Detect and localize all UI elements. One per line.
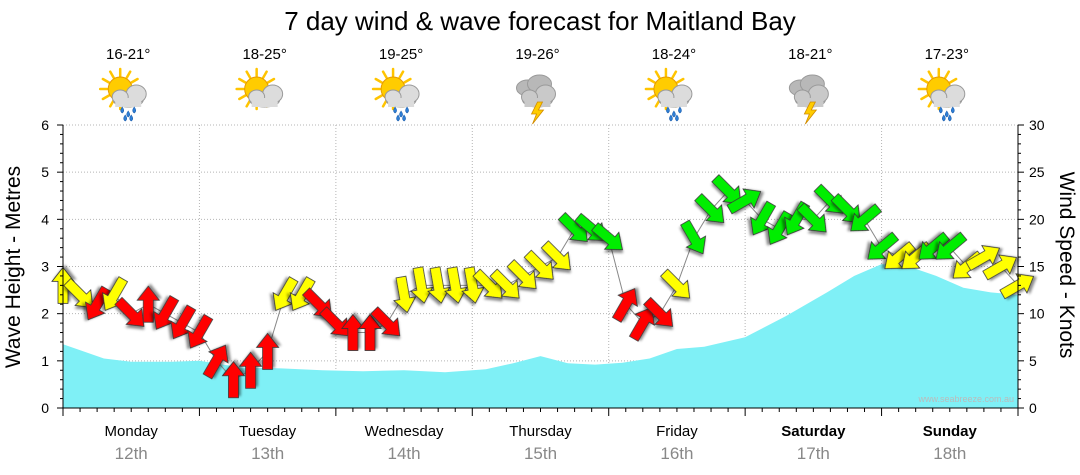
y-tick-label-right: 15 bbox=[1029, 259, 1045, 275]
y-tick-label-left: 0 bbox=[41, 400, 49, 416]
day-label: Sunday bbox=[923, 423, 978, 440]
date-label: 17th bbox=[797, 444, 830, 463]
wind-arrow bbox=[255, 332, 280, 370]
wind-arrow bbox=[680, 219, 707, 255]
sun-cloud-rain-icon bbox=[371, 67, 420, 122]
wind-arrow bbox=[341, 313, 365, 351]
wind-arrow bbox=[410, 266, 434, 304]
wind-arrow bbox=[489, 268, 520, 299]
wind-arrow bbox=[965, 245, 1001, 271]
y-axis-title-left: Wave Height - Metres bbox=[2, 166, 25, 368]
wind-arrow bbox=[628, 306, 655, 342]
wind-arrow bbox=[102, 276, 129, 311]
wind-arrow bbox=[393, 275, 417, 314]
wind-arrow bbox=[523, 249, 554, 280]
wind-arrow bbox=[114, 296, 145, 327]
wind-arrow bbox=[935, 231, 968, 260]
y-tick-label-left: 2 bbox=[41, 306, 49, 322]
date-label: 15th bbox=[524, 444, 557, 463]
wind-arrow bbox=[591, 222, 623, 251]
day-label: Friday bbox=[656, 423, 698, 440]
day-label: Thursday bbox=[509, 423, 572, 440]
chart-title: 7 day wind & wave forecast for Maitland … bbox=[284, 6, 796, 36]
sun-cloud-rain-icon bbox=[98, 67, 147, 122]
wind-arrow bbox=[202, 344, 229, 380]
date-label: 16th bbox=[660, 444, 693, 463]
y-tick-label-right: 5 bbox=[1029, 353, 1037, 369]
storm-icon bbox=[788, 74, 829, 125]
date-label: 18th bbox=[933, 444, 966, 463]
y-tick-label-right: 0 bbox=[1029, 400, 1037, 416]
day-label: Tuesday bbox=[239, 423, 296, 440]
temp-range: 18-21° bbox=[788, 46, 832, 63]
wave-height-area bbox=[63, 264, 1018, 408]
watermark: www.seabreeze.com.au bbox=[917, 394, 1014, 404]
y-tick-label-right: 10 bbox=[1029, 306, 1045, 322]
date-label: 12th bbox=[115, 444, 148, 463]
y-tick-label-left: 1 bbox=[41, 353, 49, 369]
y-tick-label-right: 30 bbox=[1029, 117, 1045, 133]
sun-cloud-rain-icon bbox=[644, 67, 693, 122]
sun-cloud-rain-icon bbox=[917, 67, 966, 122]
wind-arrow bbox=[427, 266, 451, 304]
date-label: 14th bbox=[388, 444, 421, 463]
wind-arrow bbox=[796, 202, 827, 233]
wind-arrow bbox=[506, 259, 537, 290]
temp-range: 18-25° bbox=[242, 46, 286, 63]
y-tick-label-left: 3 bbox=[41, 259, 49, 275]
wind-arrow bbox=[358, 313, 382, 351]
wind-arrow bbox=[370, 306, 401, 337]
wind-arrow bbox=[643, 296, 674, 327]
wind-arrow bbox=[472, 268, 503, 299]
wind-arrow bbox=[918, 231, 951, 260]
storm-icon bbox=[516, 74, 556, 125]
day-label: Wednesday bbox=[365, 423, 444, 440]
wind-arrow bbox=[444, 266, 468, 304]
wind-arrow bbox=[660, 268, 691, 299]
wind-arrow bbox=[982, 254, 1018, 281]
wind-arrow bbox=[884, 241, 917, 270]
wind-arrow bbox=[63, 277, 94, 308]
wind-arrow bbox=[540, 240, 571, 271]
y-tick-label-left: 6 bbox=[41, 117, 49, 133]
wind-arrow bbox=[694, 193, 725, 224]
wind-arrow bbox=[170, 304, 197, 340]
temp-range: 19-25° bbox=[379, 46, 423, 63]
wind-arrow bbox=[272, 276, 299, 311]
day-label: Monday bbox=[105, 423, 159, 440]
wind-arrow bbox=[750, 200, 777, 236]
wind-arrow bbox=[726, 188, 762, 215]
wind-arrow bbox=[867, 231, 900, 260]
wind-arrow bbox=[238, 351, 263, 389]
y-tick-label-left: 5 bbox=[41, 164, 49, 180]
wind-arrow bbox=[461, 266, 485, 304]
wind-arrow bbox=[187, 313, 214, 349]
temp-range: 18-24° bbox=[652, 46, 696, 63]
wind-arrow bbox=[850, 203, 883, 232]
day-label: Saturday bbox=[781, 423, 846, 440]
wind-arrow bbox=[611, 288, 638, 323]
temp-range: 16-21° bbox=[106, 46, 150, 63]
y-tick-label-right: 25 bbox=[1029, 164, 1045, 180]
wind-arrow bbox=[830, 193, 861, 224]
temp-range: 19-26° bbox=[515, 46, 559, 63]
wind-arrow bbox=[221, 361, 246, 399]
sun-cloud-icon bbox=[235, 67, 284, 111]
wind-arrow bbox=[136, 285, 161, 323]
y-tick-label-left: 4 bbox=[41, 211, 49, 227]
temp-range: 17-23° bbox=[925, 46, 969, 63]
y-tick-label-right: 20 bbox=[1029, 211, 1045, 227]
y-axis-title-right: Wind Speed - Knots bbox=[1055, 172, 1078, 359]
wind-arrow bbox=[153, 295, 180, 330]
wind-arrow bbox=[289, 276, 316, 311]
date-label: 13th bbox=[251, 444, 284, 463]
